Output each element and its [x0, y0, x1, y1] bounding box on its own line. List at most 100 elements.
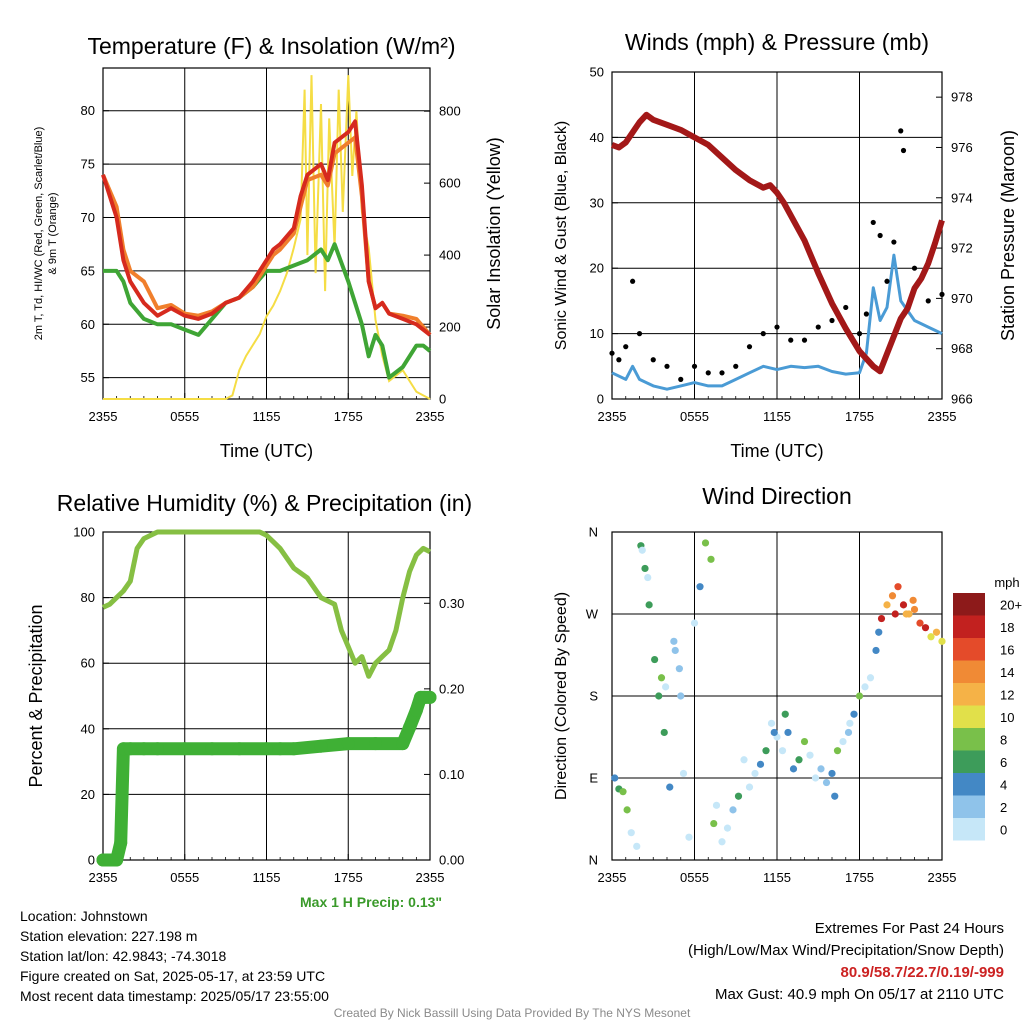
direction-point [891, 610, 899, 618]
direction-point [781, 710, 789, 718]
extremes-values: 80.9/58.7/22.7/0.19/-999 [840, 964, 1004, 981]
recent-data-text: Most recent data timestamp: 2025/05/17 2… [20, 988, 329, 1004]
y2-tick-label: 972 [951, 241, 973, 256]
y-tick-label: N [589, 525, 598, 540]
x-tick-label: 1155 [253, 409, 281, 424]
direction-point [675, 665, 683, 673]
colorbar-label: 2 [1000, 800, 1007, 815]
y-tick-label: 100 [73, 525, 95, 540]
colorbar-label: 6 [1000, 755, 1007, 770]
gust-point [925, 298, 931, 304]
x-tick-label: 0555 [170, 409, 199, 424]
x-tick-label: 1155 [763, 870, 791, 885]
precip-point [151, 742, 164, 756]
y2-tick-label: 974 [951, 190, 973, 205]
y2-tick-label: 400 [439, 248, 461, 263]
direction-point [909, 596, 917, 604]
gust-point [630, 278, 636, 284]
colorbar-swatch [953, 615, 985, 638]
precip-point [273, 742, 287, 756]
direction-point [916, 619, 924, 627]
direction-point [872, 646, 880, 655]
x-tick-label: 2355 [416, 409, 445, 424]
max-gust-text: Max Gust: 40.9 mph On 05/17 at 2110 UTC [714, 986, 1004, 1003]
precip-point [110, 853, 124, 867]
y-tick-label: 10 [590, 326, 604, 341]
gust-point [815, 324, 821, 330]
y-tick-label: 60 [81, 656, 95, 671]
y-tick-label: 40 [590, 130, 604, 145]
y-axis-label-line1: 2m T, Td, HI/WC (Red, Green, Scarlet/Blu… [33, 127, 45, 341]
gust-point [664, 363, 670, 369]
gust-point [623, 344, 629, 350]
direction-point [671, 646, 679, 655]
precip-point [137, 742, 151, 756]
direction-point [645, 601, 653, 609]
dewpoint-line [103, 242, 432, 380]
y-axis-label: Direction (Colored By Speed) [553, 592, 570, 800]
y2-tick-label: 0.00 [439, 853, 464, 868]
y-tick-label: 0 [597, 392, 604, 407]
y-tick-label: S [589, 689, 598, 704]
direction-point [762, 747, 770, 755]
y-tick-label: W [586, 607, 599, 622]
precip-point [260, 742, 273, 756]
y-tick-label: N [589, 853, 598, 868]
latlon-text: Station lat/lon: 42.9843; -74.3018 [20, 948, 227, 964]
direction-point [811, 774, 820, 782]
insolation-line [103, 75, 431, 400]
direction-point [740, 756, 748, 764]
x-tick-label: 1155 [253, 870, 281, 885]
direction-point [795, 756, 803, 764]
y2-axis-label: Station Pressure (Maroon) [998, 130, 1018, 341]
max-precip-label: Max 1 H Precip: 0.13" [300, 894, 443, 910]
gust-point [746, 344, 753, 350]
speed-colorbar: mph 0 2 4 6 8 10 12 14 16 18 20+ [953, 575, 1022, 841]
direction-point [817, 765, 825, 773]
y-tick-label: 30 [590, 195, 604, 210]
direction-point [855, 692, 864, 700]
direction-point [921, 624, 930, 632]
colorbar-swatch [953, 705, 985, 728]
gust-point [900, 147, 907, 154]
y2-tick-label: 966 [951, 392, 973, 407]
direction-point [877, 614, 886, 623]
direction-point [685, 833, 693, 841]
direction-point [938, 637, 946, 645]
direction-point [828, 769, 836, 778]
precip-point [396, 737, 410, 751]
precip-point [287, 742, 301, 756]
direction-point [670, 637, 678, 645]
y-tick-label: 20 [81, 787, 95, 802]
direction-point [611, 774, 619, 782]
direction-point [627, 829, 635, 837]
y-tick-label: 20 [590, 261, 604, 276]
gust-point [877, 232, 883, 239]
direction-point [710, 819, 718, 828]
gust-point [898, 128, 904, 134]
y2-tick-label: 200 [439, 320, 461, 335]
gust-point [650, 357, 656, 363]
y-axis-label: Percent & Precipitation [26, 604, 46, 787]
direction-point [784, 728, 792, 737]
x-tick-label: 1155 [763, 409, 791, 424]
direction-point [756, 760, 765, 768]
direction-point [932, 628, 941, 636]
gust-point [863, 311, 869, 317]
direction-point [619, 788, 627, 796]
y-tick-label: 80 [81, 590, 95, 605]
station-info: Location: Johnstown Station elevation: 2… [20, 906, 329, 1006]
colorbar-title: mph [994, 575, 1019, 590]
temp-2m-line [101, 119, 432, 337]
gust-point [733, 363, 739, 369]
direction-point [707, 555, 715, 563]
panel-3: 2355 0555 1155 1755 2355 0 20 40 60 80 100 0.00 0.10… [26, 490, 472, 885]
direction-point [751, 769, 759, 778]
x-axis-label: Time (UTC) [730, 441, 823, 461]
gust-point [705, 370, 711, 376]
y2-axis-label: Solar Insolation (Yellow) [484, 137, 504, 329]
panel-2: 2355 0555 1155 1755 2355 0 10 20 30 40 50 966 968 970… [553, 29, 1018, 461]
direction-point [767, 719, 776, 727]
extremes-title: Extremes For Past 24 Hours [814, 920, 1004, 937]
